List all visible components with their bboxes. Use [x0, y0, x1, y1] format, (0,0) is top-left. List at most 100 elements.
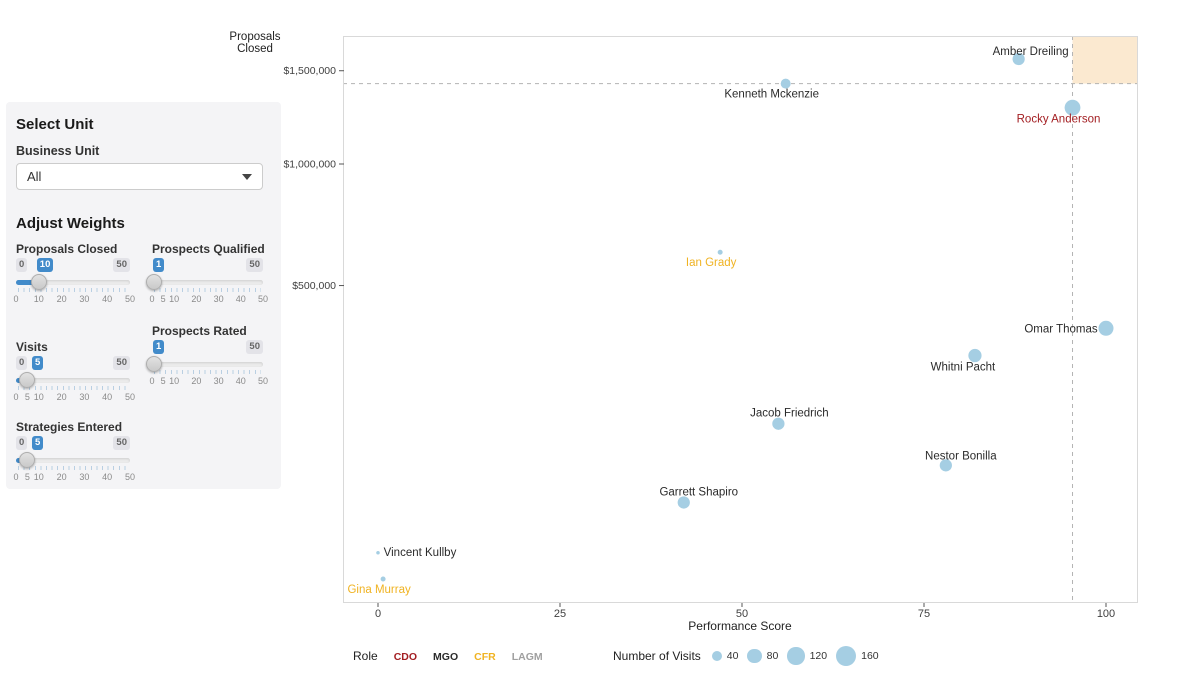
slider-tick-label: 50 — [257, 376, 269, 386]
slider-tick-label: 40 — [102, 392, 113, 402]
slider-handle[interactable] — [30, 274, 47, 290]
slider-tick-label: 40 — [235, 376, 246, 386]
weight-slider-prospects-qualified: Prospects Qualified 1 50 0 5 10 20 30 40 50 — [146, 242, 268, 306]
data-point-jacob-friedrich[interactable] — [772, 417, 785, 430]
slider-tick-label: 5 — [160, 376, 166, 386]
point-label-nestor-bonilla: Nestor Bonilla — [925, 450, 997, 462]
data-point-garrett-shapiro[interactable] — [677, 496, 690, 509]
point-label-vincent-kullby: Vincent Kullby — [384, 547, 457, 559]
slider-min-badge: 0 — [16, 258, 28, 272]
slider-fill — [16, 280, 39, 285]
slider-tick-label: 20 — [56, 294, 67, 304]
point-label-gina-murray: Gina Murray — [347, 584, 411, 596]
weight-slider-strategies-entered: Strategies Entered 0 5 50 0 5 10 20 30 40 50 — [13, 420, 135, 484]
slider-tick-label: 20 — [56, 392, 67, 402]
point-label-garrett-shapiro: Garrett Shapiro — [659, 486, 738, 498]
y-tick-label: $500,000 — [292, 280, 336, 292]
slider-tick-label: 20 — [191, 376, 202, 386]
slider-tick-ruler — [18, 386, 128, 390]
select-unit-heading: Select Unit — [16, 116, 94, 133]
slider-min-badge: 0 — [16, 436, 28, 450]
role-legend: Role CDO MGO CFR LAGM — [353, 649, 543, 663]
slider-tick-label: 30 — [79, 294, 90, 304]
slider-tick-ruler — [154, 370, 261, 374]
data-point-ian-grady[interactable] — [717, 249, 723, 255]
slider-tick-label: 20 — [56, 472, 67, 482]
legend-role-lagm[interactable]: LAGM — [511, 651, 543, 663]
data-point-kenneth-mckenzie[interactable] — [780, 78, 791, 89]
y-axis-title: Proposals Closed — [229, 31, 281, 55]
data-point-whitni-pacht[interactable] — [968, 348, 982, 363]
slider-max-badge: 50 — [113, 258, 130, 272]
slider-tick-label: 10 — [33, 472, 44, 482]
slider-tick-label: 30 — [213, 376, 224, 386]
business-unit-select[interactable]: All — [16, 163, 263, 190]
slider-tick-label: 20 — [191, 294, 202, 304]
slider-track[interactable] — [152, 280, 263, 285]
slider-handle[interactable] — [19, 452, 36, 468]
slider-tick-label: 30 — [79, 392, 90, 402]
slider-tick-label: 30 — [79, 472, 90, 482]
legend-role-cfr[interactable]: CFR — [474, 651, 496, 663]
point-label-ian-grady: Ian Grady — [686, 257, 737, 269]
slider-handle[interactable] — [19, 372, 36, 388]
visits-legend: Number of Visits 40 80 120 160 — [613, 646, 879, 666]
legend-visits-circle — [836, 646, 857, 666]
weight-slider-visits: Visits 0 5 50 0 5 10 20 30 40 50 — [13, 340, 135, 404]
data-point-nestor-bonilla[interactable] — [939, 459, 952, 472]
legend-role-mgo[interactable]: MGO — [433, 651, 459, 663]
slider-label: Prospects Qualified — [152, 242, 265, 256]
slider-handle[interactable] — [146, 356, 163, 372]
data-point-omar-thomas[interactable] — [1098, 320, 1114, 336]
slider-label: Proposals Closed — [16, 242, 118, 256]
weight-slider-proposals-closed: Proposals Closed 0 10 50 0 10 20 30 40 50 — [13, 242, 135, 306]
business-unit-value: All — [27, 169, 42, 184]
legend-visits-value: 40 — [726, 649, 739, 662]
legend-visits-item: 40 — [711, 649, 739, 662]
legend-role-cdo[interactable]: CDO — [393, 651, 418, 663]
slider-value-badge: 5 — [32, 356, 44, 370]
slider-track[interactable] — [152, 362, 263, 367]
point-label-kenneth-mckenzie: Kenneth Mckenzie — [724, 89, 819, 101]
slider-tick-label: 50 — [124, 472, 136, 482]
slider-tick-label: 5 — [24, 472, 30, 482]
slider-value-badge: 10 — [36, 258, 54, 272]
slider-min-badge: 0 — [16, 356, 28, 370]
visits-legend-title: Number of Visits — [613, 648, 701, 663]
slider-tick-label: 0 — [149, 294, 155, 304]
slider-handle[interactable] — [146, 274, 163, 290]
y-tick-label: $1,000,000 — [283, 159, 336, 171]
slider-tick-label: 10 — [33, 294, 44, 304]
highlight-region — [1072, 36, 1138, 84]
slider-tick-label: 10 — [33, 392, 44, 402]
slider-tick-labels: 0 10 20 30 40 50 — [13, 294, 135, 304]
data-point-gina-murray[interactable] — [380, 576, 386, 582]
slider-tick-ruler — [154, 288, 261, 292]
data-point-vincent-kullby[interactable] — [376, 550, 380, 555]
data-point-rocky-anderson[interactable] — [1064, 99, 1081, 116]
point-label-jacob-friedrich: Jacob Friedrich — [750, 408, 829, 420]
slider-tick-label: 30 — [213, 294, 224, 304]
data-point-amber-dreiling[interactable] — [1012, 52, 1025, 66]
slider-tick-ruler — [18, 466, 128, 470]
slider-max-badge: 50 — [113, 436, 130, 450]
x-tick-label: 25 — [554, 608, 566, 620]
slider-tick-labels: 0 5 10 20 30 40 50 — [149, 376, 268, 386]
slider-tick-labels: 0 5 10 20 30 40 50 — [149, 294, 268, 304]
point-label-whitni-pacht: Whitni Pacht — [931, 362, 996, 374]
slider-tick-label: 0 — [13, 392, 19, 402]
slider-tick-labels: 0 5 10 20 30 40 50 — [13, 472, 135, 482]
legend-visits-value: 120 — [809, 649, 828, 662]
slider-tick-label: 40 — [102, 472, 113, 482]
slider-tick-label: 5 — [24, 392, 30, 402]
slider-value-badge: 1 — [153, 258, 165, 272]
slider-max-badge: 50 — [246, 340, 263, 354]
slider-tick-label: 40 — [235, 294, 246, 304]
slider-label: Visits — [16, 340, 48, 354]
slider-tick-label: 40 — [102, 294, 113, 304]
x-tick-label: 100 — [1097, 608, 1115, 620]
slider-track[interactable] — [16, 280, 130, 285]
point-label-omar-thomas: Omar Thomas — [1024, 323, 1098, 335]
